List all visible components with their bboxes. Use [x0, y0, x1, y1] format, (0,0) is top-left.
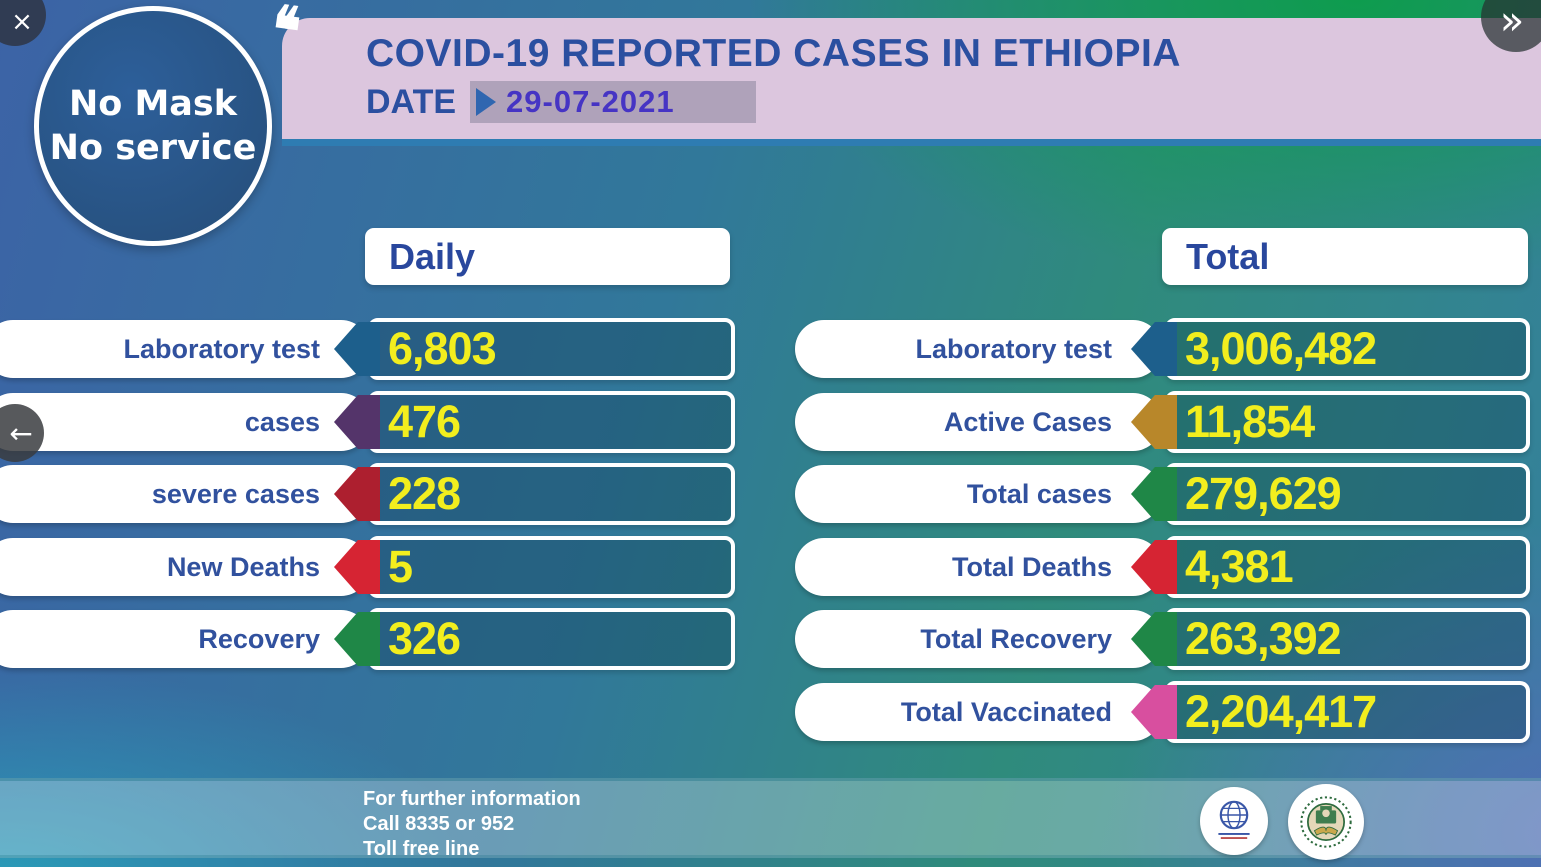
stat-value: 228	[388, 468, 461, 519]
stat-row-total-cases: Total cases 279,629	[795, 463, 1530, 525]
footer-line-3: Toll free line	[363, 838, 480, 860]
date-label: DATE	[366, 82, 457, 121]
stat-label-pill: New Deaths	[0, 538, 370, 596]
stat-value-box: 2,204,417	[1165, 681, 1530, 743]
stat-label-pill: Total Vaccinated	[795, 683, 1162, 741]
date-strip: 29-07-2021	[470, 81, 757, 123]
stat-label-pill: severe cases	[0, 465, 370, 523]
globe-logo-icon	[1200, 787, 1268, 855]
stat-value-box: 476	[368, 391, 735, 453]
total-column-header: Total	[1162, 228, 1528, 285]
stat-label-pill: Recovery	[0, 610, 370, 668]
date-row: DATE 29-07-2021	[366, 81, 1541, 123]
page-title: COVID-19 REPORTED CASES IN ETHIOPIA	[366, 32, 1181, 75]
stat-value: 11,854	[1185, 396, 1315, 447]
daily-column: Laboratory test 6,803 cases 476 severe c…	[0, 0, 735, 867]
stat-label-pill: Active Cases	[795, 393, 1162, 451]
stat-value-box: 4,381	[1165, 536, 1530, 598]
footer-line-2: Call 8335 or 952	[363, 813, 515, 835]
stat-value-box: 228	[368, 463, 735, 525]
stat-value-box: 5	[368, 536, 735, 598]
badge-line-1: No Mask	[68, 84, 238, 124]
stat-label: New Deaths	[166, 552, 320, 582]
stat-value: 279,629	[1185, 468, 1342, 519]
stat-label: Total Vaccinated	[900, 697, 1112, 727]
stat-row-daily-lab-test: Laboratory test 6,803	[0, 318, 735, 380]
stat-label: Laboratory test	[123, 334, 320, 364]
stat-label: Recovery	[198, 624, 320, 654]
title-banner: COVID-19 REPORTED CASES IN ETHIOPIA DATE…	[282, 18, 1541, 146]
stat-row-total-lab-test: Laboratory test 3,006,482	[795, 318, 1530, 380]
total-column: Laboratory test 3,006,482 Active Cases 1…	[795, 0, 1530, 867]
badge-line-2: No service	[49, 128, 257, 168]
stat-label: Total Deaths	[951, 552, 1112, 582]
stat-value-box: 6,803	[368, 318, 735, 380]
stat-label-pill: Laboratory test	[0, 320, 370, 378]
stat-value: 3,006,482	[1185, 323, 1377, 374]
stat-value-box: 11,854	[1165, 391, 1530, 453]
stat-label-pill: Total cases	[795, 465, 1162, 523]
stat-row-daily-new-deaths: New Deaths 5	[0, 536, 735, 598]
stat-value: 263,392	[1185, 613, 1342, 664]
stat-label: cases	[244, 407, 320, 437]
stat-label-pill: cases	[0, 393, 370, 451]
stat-value: 476	[388, 396, 461, 447]
stat-label-pill: Laboratory test	[795, 320, 1162, 378]
stat-row-total-vaccinated: Total Vaccinated 2,204,417	[795, 681, 1530, 743]
round-emblem-logo-icon	[1288, 784, 1364, 860]
stat-row-total-deaths: Total Deaths 4,381	[795, 536, 1530, 598]
stat-value: 5	[388, 541, 413, 592]
stat-label: Total cases	[966, 479, 1112, 509]
stat-row-total-active-cases: Active Cases 11,854	[795, 391, 1530, 453]
stat-label: Laboratory test	[915, 334, 1112, 364]
stat-row-daily-cases: cases 476	[0, 391, 735, 453]
stat-label: Active Cases	[943, 407, 1112, 437]
stat-label-pill: Total Deaths	[795, 538, 1162, 596]
footer-contact-info: For further information Call 8335 or 952…	[363, 787, 581, 862]
date-value: 29-07-2021	[506, 84, 675, 119]
stat-value-box: 279,629	[1165, 463, 1530, 525]
daily-column-header: Daily	[365, 228, 730, 285]
stat-label: severe cases	[151, 479, 320, 509]
no-mask-badge: ❛❛ No Mask No service	[34, 0, 293, 246]
stat-value-box: 3,006,482	[1165, 318, 1530, 380]
stat-row-daily-severe-cases: severe cases 228	[0, 463, 735, 525]
play-triangle-icon	[476, 88, 497, 116]
footer-strip: For further information Call 8335 or 952…	[0, 778, 1541, 860]
stat-label: Total Recovery	[920, 624, 1112, 654]
stat-value-box: 326	[368, 608, 735, 670]
stat-label-pill: Total Recovery	[795, 610, 1162, 668]
stat-value: 6,803	[388, 323, 497, 374]
stat-value: 326	[388, 613, 461, 664]
stat-value: 4,381	[1185, 541, 1294, 592]
stat-value-box: 263,392	[1165, 608, 1530, 670]
stat-row-daily-recovery: Recovery 326	[0, 608, 735, 670]
footer-line-1: For further information	[363, 788, 581, 810]
stat-value: 2,204,417	[1185, 686, 1377, 737]
stat-row-total-recovery: Total Recovery 263,392	[795, 608, 1530, 670]
